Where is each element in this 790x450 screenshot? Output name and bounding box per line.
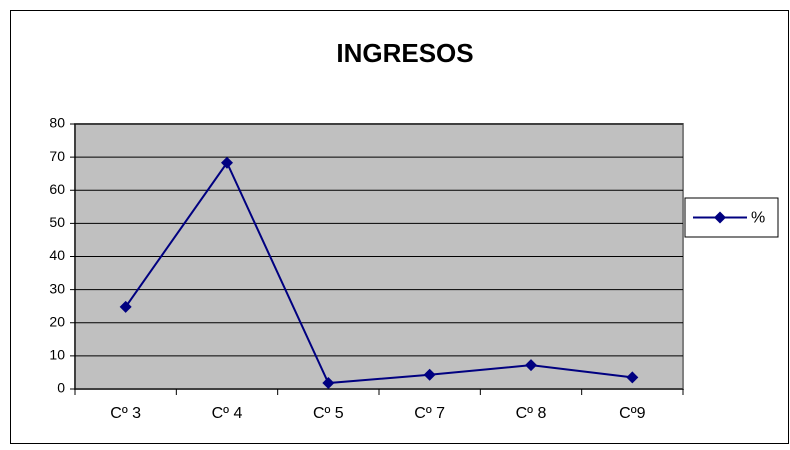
y-tick-label: 40 <box>49 247 65 263</box>
y-tick-label: 20 <box>49 313 65 329</box>
marker <box>525 359 537 372</box>
x-tick-label: Cº 8 <box>516 405 547 422</box>
x-tick-label: Cº 7 <box>414 405 445 422</box>
line <box>124 160 633 385</box>
y-tick-label: 30 <box>49 280 65 296</box>
legend-marker <box>714 211 726 224</box>
marker <box>119 300 132 313</box>
y-tick-label: 10 <box>49 347 65 363</box>
y-tick-label: 70 <box>49 148 65 164</box>
x-tick-label: Cº 5 <box>313 405 344 422</box>
marker <box>221 156 233 169</box>
x-tick-label: Cº 3 <box>110 405 141 422</box>
marker <box>626 371 639 384</box>
y-tick-label: 80 <box>49 115 65 131</box>
y-tick-label: 0 <box>57 380 65 396</box>
marker <box>423 368 436 381</box>
y-tick-label: 60 <box>49 181 65 197</box>
x-tick-label: Cº 4 <box>212 405 243 422</box>
x-tick-label: Cº9 <box>619 405 645 422</box>
marker <box>322 377 335 390</box>
legend-label: % <box>751 210 765 227</box>
y-tick-label: 50 <box>49 214 65 230</box>
chart-title: INGRESOS <box>336 38 473 68</box>
